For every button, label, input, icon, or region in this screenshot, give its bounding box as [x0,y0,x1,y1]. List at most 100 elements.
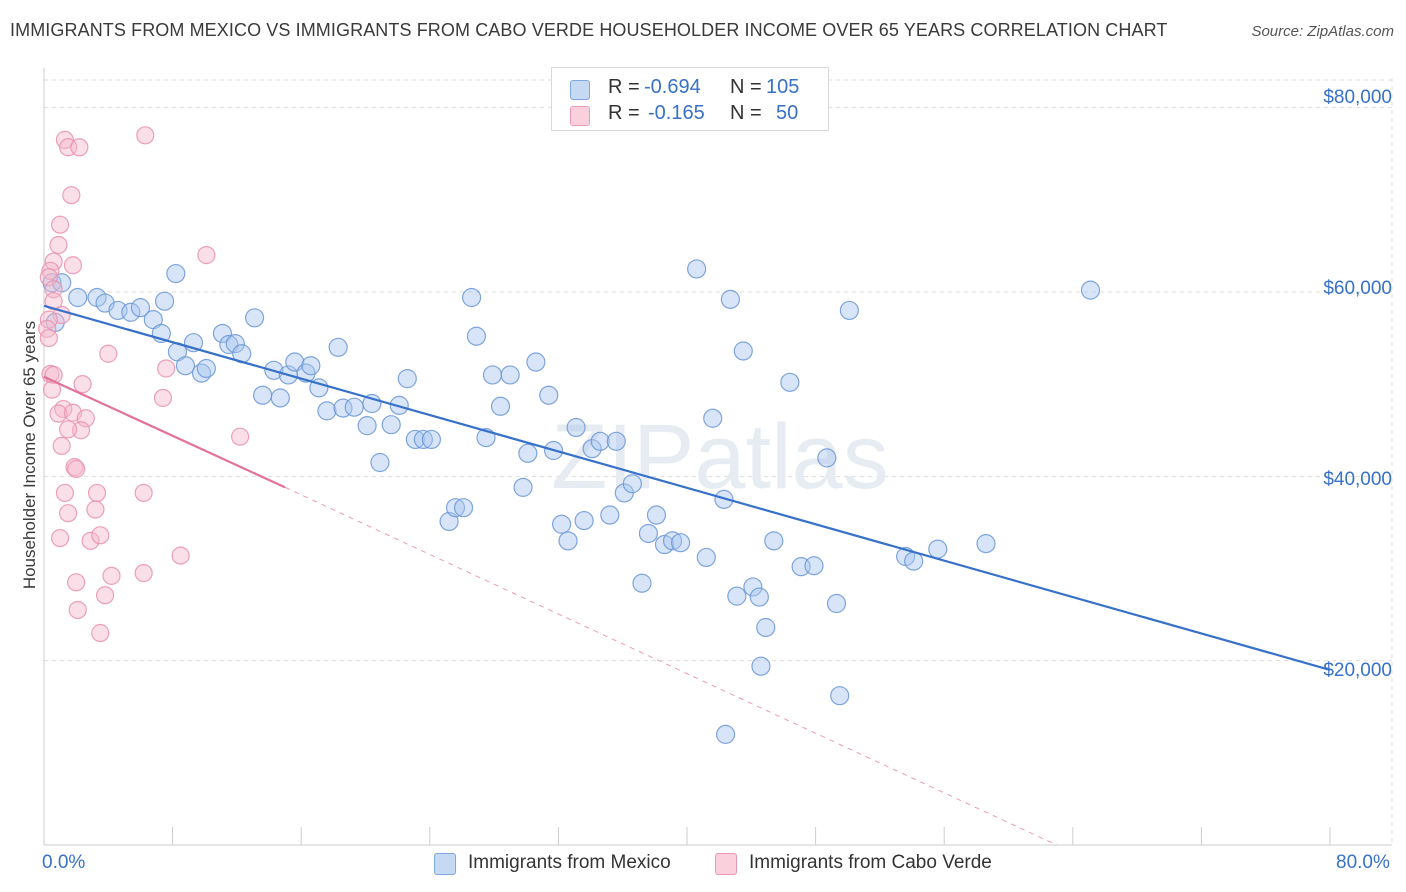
point-mexico [344,397,364,417]
point-mexico [552,514,572,534]
point-mexico [166,263,186,284]
point-mexico [421,429,442,450]
point-cabo-verde [73,375,92,394]
point-cabo-verde [41,261,60,280]
point-mexico [590,431,610,451]
point-mexico [482,365,503,385]
point-mexico [121,302,141,322]
point-mexico [405,429,425,450]
point-mexico [397,369,417,389]
point-cabo-verde [102,566,121,585]
bottom-legend-label-mexico: Immigrants from Mexico [468,852,671,873]
point-cabo-verde [59,504,78,523]
point-cabo-verde [55,483,74,503]
point-cabo-verde [91,623,110,643]
point-mexico [727,586,747,606]
bottom-legend-swatch-mexico [434,853,456,875]
point-mexico [574,510,594,531]
point-cabo-verde [95,586,115,605]
point-mexico [670,533,691,553]
point-mexico [830,686,850,706]
point-mexico [490,396,511,416]
point-mexico [622,474,642,494]
point-mexico [68,287,88,308]
point-mexico [244,308,265,328]
point-mexico [720,289,741,309]
correlation-legend: R = -0.694 N = 105 R = -0.165 N = 50 [551,67,829,131]
point-cabo-verde [50,215,70,234]
point-mexico [638,523,659,544]
y-tick-60000: $60,000 [1323,278,1392,299]
legend-swatch-cabo-verde [570,106,590,126]
point-cabo-verde [91,526,110,545]
trend-line-cabo-verde [43,375,286,489]
point-mexico [539,385,559,405]
point-cabo-verde [153,388,173,408]
y-tick-80000: $80,000 [1323,87,1392,108]
cabo-verde-points [38,126,250,643]
point-mexico [154,291,175,311]
point-mexico [749,587,769,607]
legend-n-label: N = [730,102,762,124]
legend-n-value-mexico: 105 [766,76,800,98]
point-cabo-verde [76,409,95,428]
point-cabo-verde [134,564,153,583]
point-mexico [518,443,538,463]
y-tick-20000: $20,000 [1323,660,1392,681]
point-cabo-verde [86,500,105,519]
point-mexico [357,416,377,436]
point-cabo-verde [81,531,100,550]
legend-r-label: R = [608,76,640,98]
legend-r-value-mexico: -0.694 [644,76,701,98]
point-mexico [839,300,859,321]
point-mexico [566,417,586,438]
point-cabo-verde [67,459,86,479]
point-mexico [381,415,401,435]
point-cabo-verde [87,483,107,503]
point-mexico [253,385,273,405]
point-mexico [270,388,290,408]
point-mexico [328,337,348,357]
x-tick-max: 80.0% [1336,852,1390,873]
trend-line-mexico [43,304,1331,671]
point-mexico [466,326,487,346]
point-cabo-verde [99,344,118,363]
point-mexico [301,356,321,376]
legend-swatch-mexico [570,80,590,100]
point-mexico [212,323,233,344]
point-cabo-verde [49,235,68,255]
point-cabo-verde [67,573,86,592]
point-mexico [733,341,753,361]
point-mexico [715,724,736,744]
y-tick-40000: $40,000 [1323,469,1392,490]
point-mexico [826,593,847,614]
point-mexico [175,356,196,376]
point-mexico [513,477,533,497]
point-mexico [317,401,337,421]
point-cabo-verde [134,483,153,503]
point-cabo-verde [68,600,87,620]
point-mexico [804,556,824,576]
point-mexico [445,498,466,518]
point-cabo-verde [39,310,58,329]
point-mexico [196,358,216,379]
point-mexico [1080,280,1101,300]
point-mexico [413,429,433,450]
point-mexico [928,539,948,559]
point-cabo-verde [136,126,155,145]
point-mexico [453,498,474,518]
point-mexico [764,531,784,551]
legend-n-label: N = [730,76,762,98]
point-cabo-verde [39,268,58,287]
point-mexico [606,431,626,451]
point-mexico [696,547,716,568]
point-mexico [526,352,546,372]
point-cabo-verde [44,292,63,311]
point-cabo-verde [171,546,190,565]
legend-n-value-cabo-verde: 50 [776,102,799,124]
point-mexico [703,408,723,428]
point-mexico [225,334,245,354]
point-mexico [743,577,763,597]
point-mexico [600,505,620,525]
